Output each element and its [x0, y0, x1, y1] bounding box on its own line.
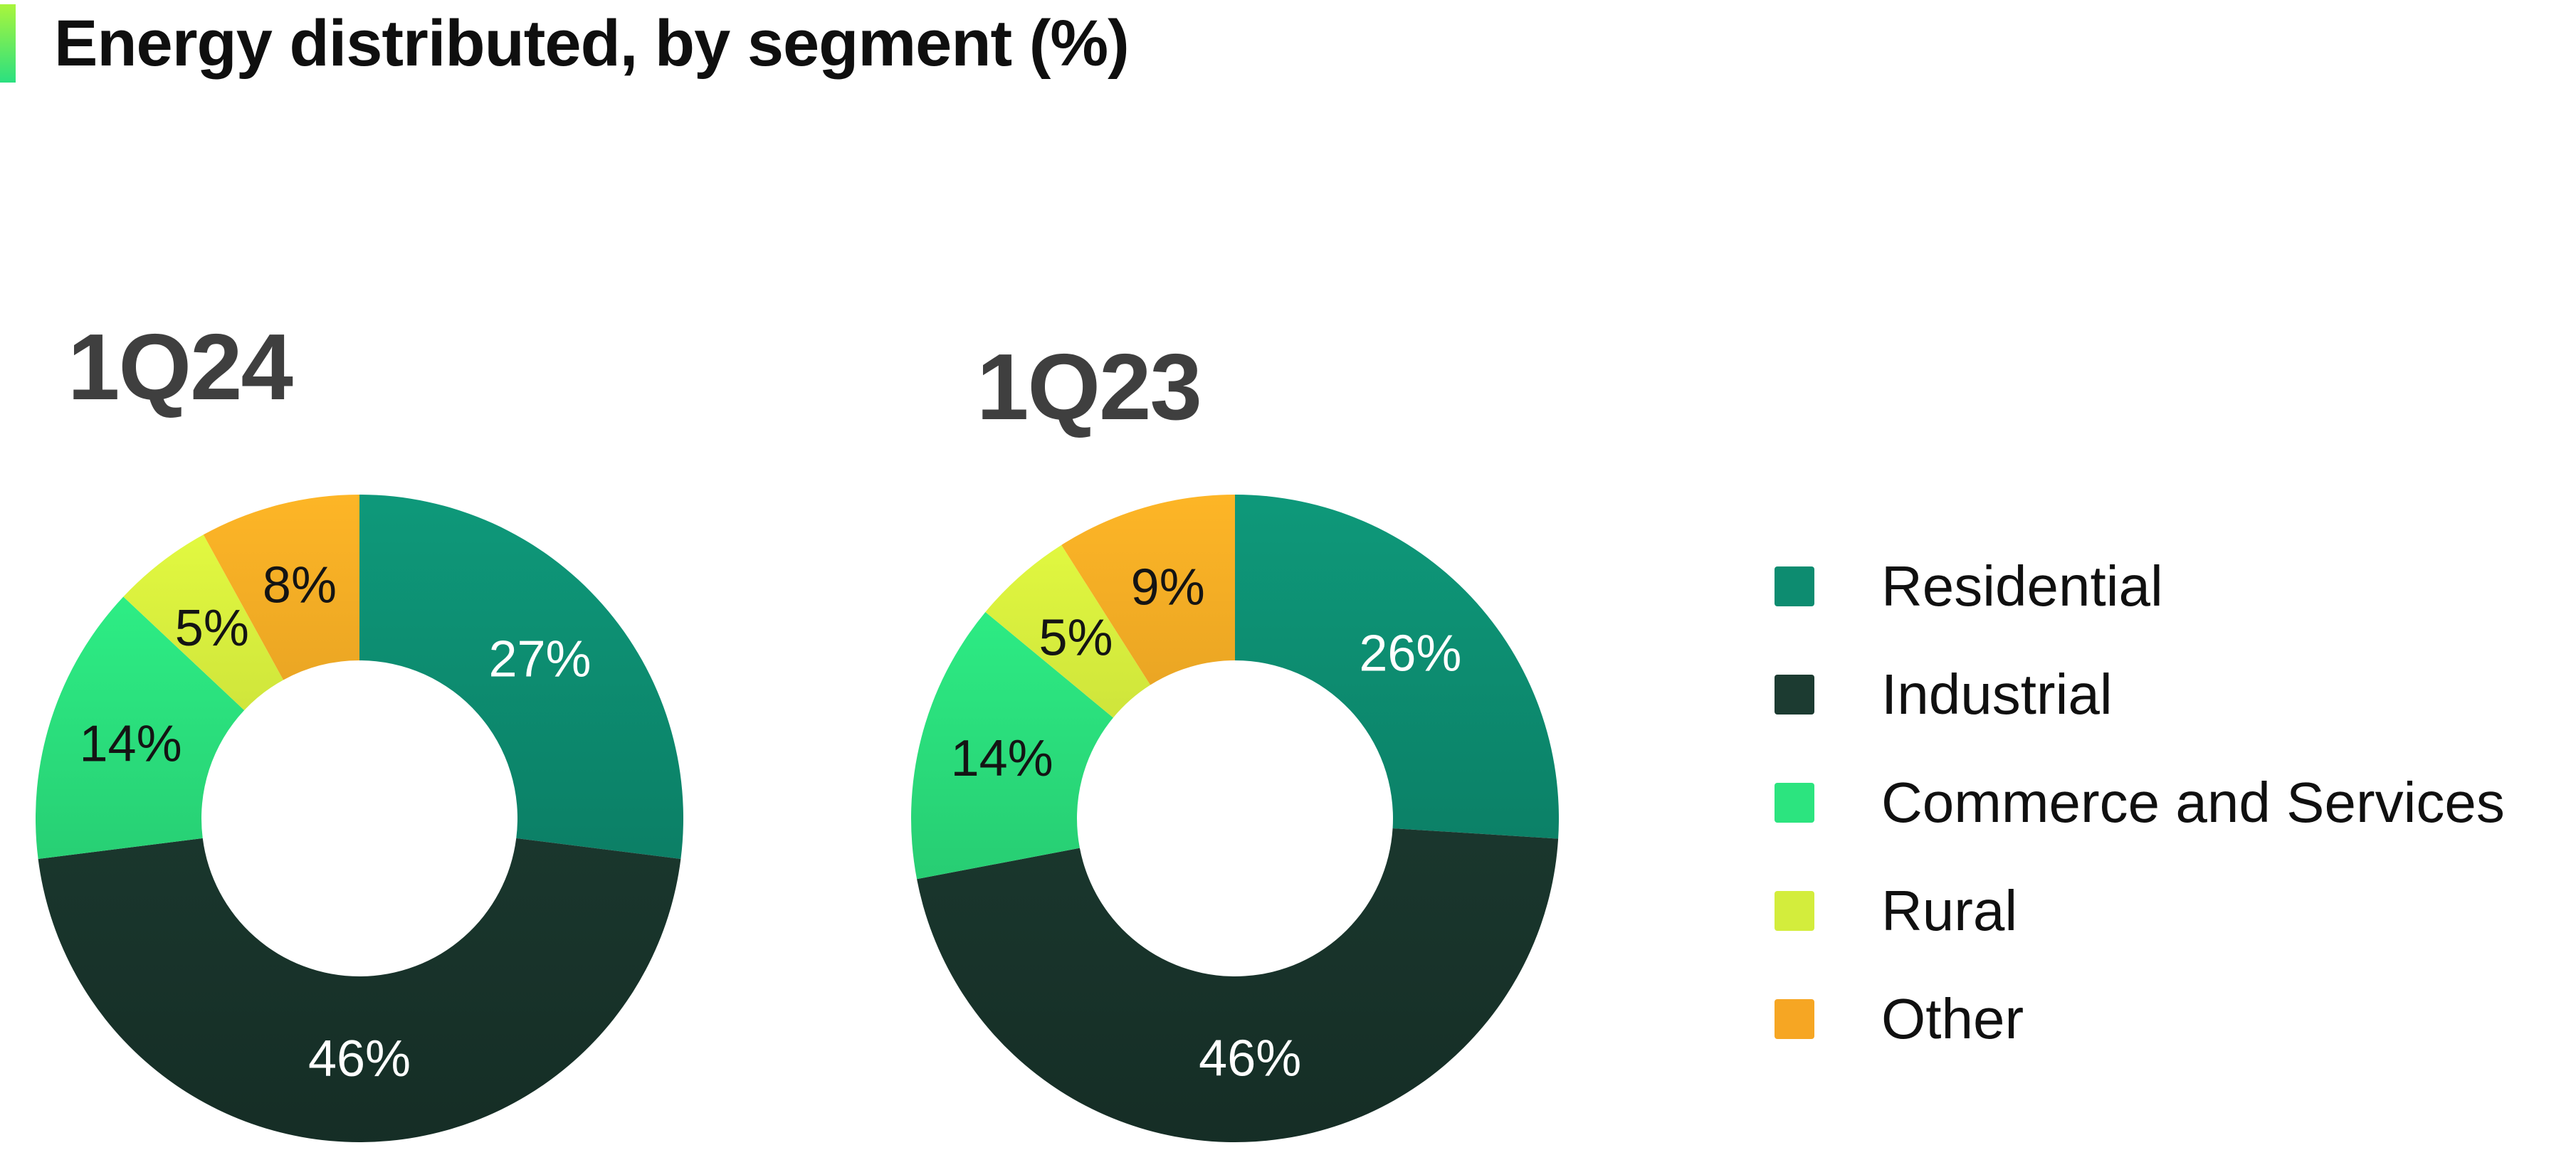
donut-slice-residential: [359, 495, 683, 860]
legend-swatch-residential: [1775, 566, 1814, 606]
slice-label: 27%: [488, 631, 591, 687]
legend-swatch-other: [1775, 999, 1814, 1039]
chart-heading-1q23: 1Q23: [977, 334, 1202, 439]
donut-slice-other: [203, 495, 359, 680]
legend-label: Residential: [1881, 554, 2163, 618]
legend-label: Other: [1881, 987, 2024, 1050]
legend-item-commerce-and-services: Commerce and Services: [1775, 769, 2505, 837]
page-title: Energy distributed, by segment (%): [54, 7, 1130, 80]
donut-slice-industrial: [38, 838, 681, 1143]
legend-swatch-rural: [1775, 891, 1814, 931]
donut-chart-1q24: 27% 46% 14% 5%8%: [35, 495, 683, 1143]
slice-label: 9%: [1131, 559, 1205, 616]
donut-slice-commerce-and-services: [35, 596, 245, 860]
legend-item-residential: Residential: [1775, 552, 2505, 621]
slice-label: 14%: [79, 716, 182, 773]
donut-slice-commerce-and-services: [911, 611, 1113, 880]
legend-item-rural: Rural: [1775, 877, 2505, 945]
slice-label: 8%: [263, 557, 337, 614]
legend-label: Industrial: [1881, 663, 2113, 726]
legend-label: Commerce and Services: [1881, 771, 2505, 834]
donut-slice-residential: [1235, 495, 1559, 839]
legend: Residential Industrial Commerce and Serv…: [1775, 552, 2505, 1053]
slice-label: 5%: [1039, 609, 1113, 666]
slice-label: 5%: [175, 600, 249, 657]
legend-swatch-commerce-and-services: [1775, 783, 1814, 823]
donut-slice-industrial: [917, 828, 1559, 1143]
slice-label: 26%: [1359, 626, 1461, 682]
chart-heading-1q24: 1Q24: [68, 315, 293, 419]
legend-item-other: Other: [1775, 985, 2505, 1053]
legend-label: Rural: [1881, 879, 2018, 942]
donut-slice-rural: [985, 544, 1151, 718]
slice-label: 46%: [308, 1030, 411, 1087]
slice-label: 46%: [1199, 1030, 1301, 1087]
title-accent-bar: [0, 4, 16, 83]
title-row: Energy distributed, by segment (%): [0, 4, 1130, 83]
slice-label: 14%: [951, 730, 1053, 787]
donut-slice-other: [1061, 495, 1235, 685]
legend-swatch-industrial: [1775, 675, 1814, 715]
donut-chart-1q23: 26% 46% 14% 5% 9%: [911, 495, 1559, 1143]
donut-slice-rural: [123, 534, 284, 711]
legend-item-industrial: Industrial: [1775, 660, 2505, 729]
